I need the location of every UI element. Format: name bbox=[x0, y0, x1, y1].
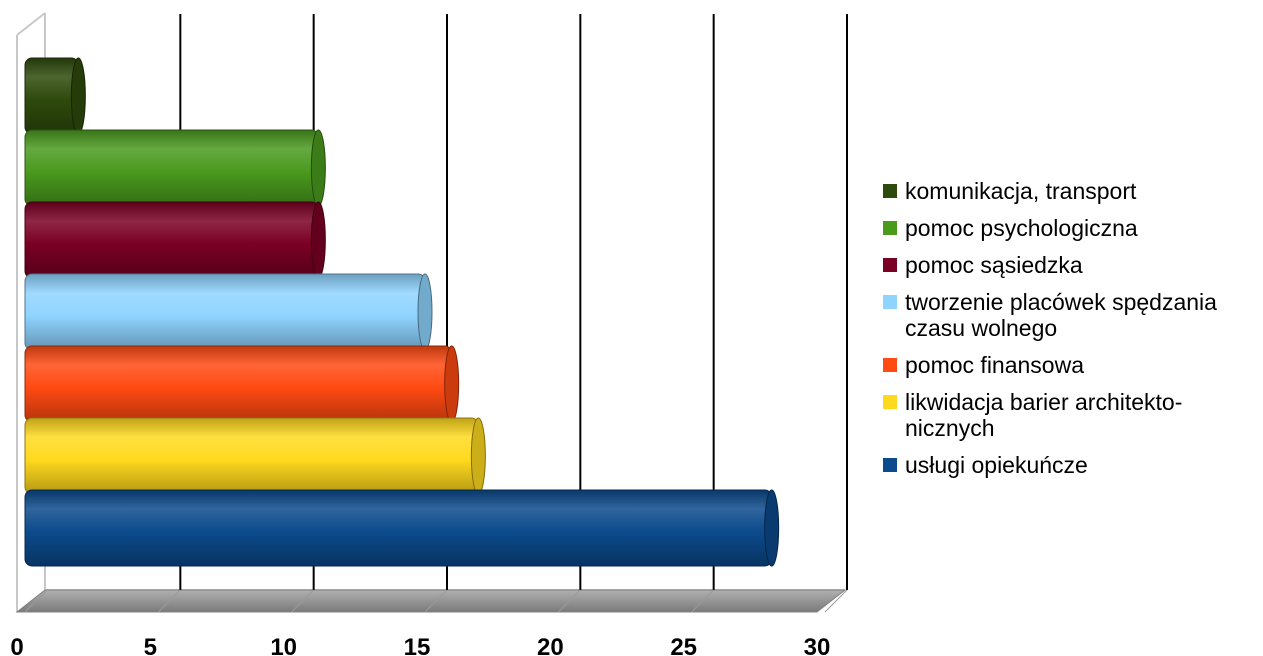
chart-legend: komunikacja, transport pomoc psychologicz… bbox=[883, 178, 1263, 489]
floor-gridline bbox=[691, 589, 715, 613]
bar-end-cap bbox=[444, 345, 460, 423]
x-tick-label: 10 bbox=[270, 634, 297, 656]
bar-6 bbox=[24, 57, 86, 135]
legend-label: tworzenie placówek spędzania czasu wolne… bbox=[905, 289, 1217, 341]
legend-label: pomoc sąsiedzka bbox=[905, 252, 1083, 278]
bar-body bbox=[24, 57, 79, 135]
floor-gridline bbox=[157, 589, 181, 613]
bar-end-cap bbox=[70, 57, 86, 135]
bar-0 bbox=[24, 489, 780, 567]
bar-1 bbox=[24, 417, 486, 495]
bar-5 bbox=[24, 129, 326, 207]
legend-swatch bbox=[883, 221, 897, 235]
x-tick-label: 20 bbox=[537, 634, 564, 656]
bar-body bbox=[24, 129, 319, 207]
legend-label: likwidacja barier architekto-nicznych bbox=[905, 389, 1183, 441]
legend-swatch bbox=[883, 258, 897, 272]
bar-body bbox=[24, 201, 319, 279]
side-wall-top bbox=[16, 12, 46, 36]
bar-end-cap bbox=[764, 489, 780, 567]
bar-4 bbox=[24, 201, 326, 279]
legend-item: usługi opiekuńcze bbox=[883, 452, 1263, 478]
floor-gridline bbox=[557, 589, 581, 613]
bar-body bbox=[24, 489, 773, 567]
legend-item: pomoc sąsiedzka bbox=[883, 252, 1263, 278]
bar-2 bbox=[24, 345, 460, 423]
bar-body bbox=[24, 345, 453, 423]
chart-floor bbox=[15, 589, 847, 613]
x-tick-label: 25 bbox=[670, 634, 697, 656]
legend-item: pomoc psychologiczna bbox=[883, 215, 1263, 241]
legend-label: pomoc finansowa bbox=[905, 352, 1084, 378]
floor-gridline bbox=[824, 589, 848, 613]
bar-body bbox=[24, 417, 479, 495]
legend-item: tworzenie placówek spędzania czasu wolne… bbox=[883, 289, 1263, 341]
x-tick-label: 30 bbox=[804, 634, 831, 656]
legend-swatch bbox=[883, 458, 897, 472]
bar-end-cap bbox=[417, 273, 433, 351]
bar-3 bbox=[24, 273, 433, 351]
legend-item: komunikacja, transport bbox=[883, 178, 1263, 204]
legend-label: komunikacja, transport bbox=[905, 178, 1137, 204]
legend-item: pomoc finansowa bbox=[883, 352, 1263, 378]
legend-swatch bbox=[883, 358, 897, 372]
x-tick-label: 15 bbox=[404, 634, 431, 656]
x-tick-label: 5 bbox=[144, 634, 157, 656]
legend-swatch bbox=[883, 395, 897, 409]
bar-end-cap bbox=[310, 201, 326, 279]
floor-gridline bbox=[24, 589, 48, 613]
legend-item: likwidacja barier architekto-nicznych bbox=[883, 389, 1263, 441]
bar-chart: 0 5 10 15 20 25 30 bbox=[10, 12, 848, 656]
legend-swatch bbox=[883, 295, 897, 309]
bar-end-cap bbox=[310, 129, 326, 207]
x-tick-label: 0 bbox=[10, 634, 23, 656]
legend-label: pomoc psychologiczna bbox=[905, 215, 1138, 241]
floor-gridline bbox=[424, 589, 448, 613]
legend-label: usługi opiekuńcze bbox=[905, 452, 1088, 478]
floor-gridline bbox=[291, 589, 315, 613]
legend-swatch bbox=[883, 184, 897, 198]
bar-body bbox=[24, 273, 426, 351]
bar-end-cap bbox=[470, 417, 486, 495]
